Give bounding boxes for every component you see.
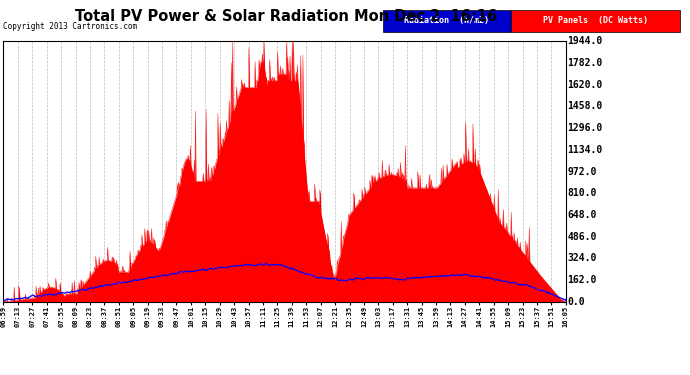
Text: Copyright 2013 Cartronics.com: Copyright 2013 Cartronics.com: [3, 22, 137, 31]
Bar: [383, 10, 511, 32]
Text: 1134.0: 1134.0: [567, 145, 602, 155]
Bar: [511, 10, 680, 32]
Text: 1782.0: 1782.0: [567, 58, 602, 68]
Text: 486.0: 486.0: [567, 232, 597, 242]
Text: 0.0: 0.0: [567, 297, 585, 307]
Text: Radiation  (W/m2): Radiation (W/m2): [404, 16, 489, 26]
Text: 810.0: 810.0: [567, 188, 597, 198]
Text: 1458.0: 1458.0: [567, 101, 602, 111]
Text: 1620.0: 1620.0: [567, 80, 602, 90]
Text: PV Panels  (DC Watts): PV Panels (DC Watts): [542, 16, 648, 26]
Text: 162.0: 162.0: [567, 275, 597, 285]
Text: 324.0: 324.0: [567, 254, 597, 264]
Text: 1944.0: 1944.0: [567, 36, 602, 46]
Text: 648.0: 648.0: [567, 210, 597, 220]
Text: 972.0: 972.0: [567, 166, 597, 177]
Text: Total PV Power & Solar Radiation Mon Dec 2  16:16: Total PV Power & Solar Radiation Mon Dec…: [75, 9, 497, 24]
Text: 1296.0: 1296.0: [567, 123, 602, 133]
